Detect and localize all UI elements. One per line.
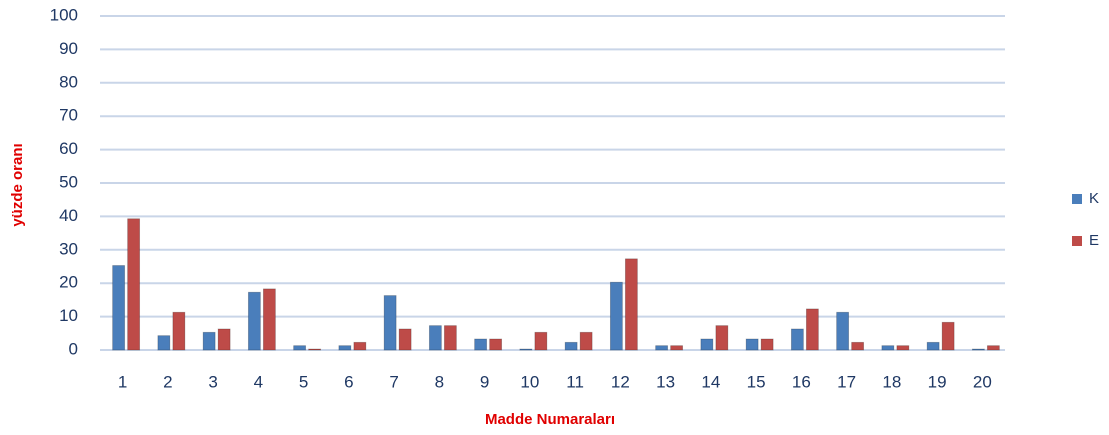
bar — [293, 345, 307, 351]
bar — [172, 311, 186, 351]
bar — [836, 311, 850, 351]
y-tick-label: 10 — [59, 306, 78, 325]
x-tick-label: 14 — [701, 372, 720, 391]
x-tick-label: 11 — [566, 372, 584, 391]
legend-label: K — [1089, 190, 1099, 207]
x-tick-label: 6 — [344, 372, 353, 391]
legend-label: E — [1089, 232, 1099, 249]
bar — [986, 345, 1000, 351]
bar — [428, 325, 442, 351]
x-tick-label: 12 — [611, 372, 630, 391]
bar — [579, 331, 593, 351]
bar — [338, 345, 352, 351]
y-axis-title: yüzde oranı — [9, 143, 26, 226]
y-tick-label: 70 — [59, 106, 78, 125]
x-tick-label: 5 — [299, 372, 308, 391]
x-tick-label: 2 — [163, 372, 172, 391]
bar — [398, 328, 412, 351]
y-tick-label: 0 — [69, 339, 78, 358]
y-tick-label: 50 — [59, 172, 78, 191]
bar — [670, 345, 684, 351]
x-tick-label: 15 — [747, 372, 766, 391]
bar — [112, 265, 126, 351]
y-tick-label: 100 — [50, 5, 78, 24]
bar — [519, 348, 533, 351]
bar — [624, 258, 638, 351]
x-tick-label: 16 — [792, 372, 811, 391]
bar — [157, 335, 171, 351]
bar — [443, 325, 457, 351]
x-tick-label: 18 — [882, 372, 901, 391]
y-tick-label: 80 — [59, 72, 78, 91]
bar — [760, 338, 774, 351]
x-tick-label: 19 — [928, 372, 947, 391]
bar — [308, 348, 322, 351]
bar — [941, 321, 955, 351]
bar — [700, 338, 714, 351]
x-tick-label: 10 — [520, 372, 539, 391]
bar — [202, 331, 216, 351]
bar — [715, 325, 729, 351]
bar — [474, 338, 488, 351]
x-tick-label: 7 — [389, 372, 398, 391]
y-tick-label: 40 — [59, 206, 78, 225]
bar — [217, 328, 231, 351]
bar — [534, 331, 548, 351]
bar — [655, 345, 669, 351]
bar — [790, 328, 804, 351]
bar — [247, 291, 261, 351]
bar — [127, 218, 141, 351]
bar — [383, 295, 397, 351]
bar — [745, 338, 759, 351]
x-tick-label: 20 — [973, 372, 992, 391]
x-tick-label: 3 — [208, 372, 217, 391]
bar — [805, 308, 819, 351]
x-tick-label: 1 — [118, 372, 127, 391]
y-tick-label: 60 — [59, 139, 78, 158]
bar — [489, 338, 503, 351]
bar — [353, 341, 367, 351]
x-tick-label: 8 — [435, 372, 444, 391]
x-axis-title: Madde Numaraları — [485, 411, 615, 428]
legend-swatch — [1072, 194, 1082, 204]
bar — [609, 281, 623, 351]
y-tick-label: 30 — [59, 239, 78, 258]
bar — [564, 341, 578, 351]
bar — [851, 341, 865, 351]
legend-swatch — [1072, 236, 1082, 246]
x-tick-label: 17 — [837, 372, 856, 391]
bar — [971, 348, 985, 351]
bar — [881, 345, 895, 351]
bar — [262, 288, 276, 351]
y-tick-label: 90 — [59, 39, 78, 58]
x-tick-label: 9 — [480, 372, 489, 391]
bar — [896, 345, 910, 351]
x-tick-label: 13 — [656, 372, 675, 391]
bar — [926, 341, 940, 351]
x-tick-label: 4 — [254, 372, 263, 391]
y-tick-label: 20 — [59, 273, 78, 292]
